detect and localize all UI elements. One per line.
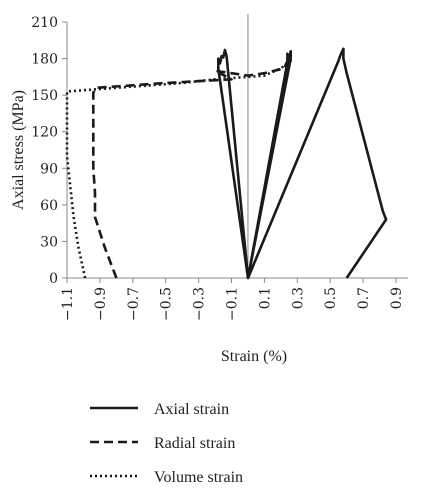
y-tick-label: 0 — [49, 271, 58, 287]
series-line-3 — [65, 58, 292, 279]
x-tick-label: 0.1 — [257, 287, 273, 309]
y-tick-label: 60 — [40, 198, 58, 214]
y-tick-label: 150 — [31, 88, 58, 104]
y-axis-title: Axial stress (MPa) — [10, 90, 27, 210]
series-line-2 — [92, 60, 289, 279]
x-tick-label: −1.1 — [60, 287, 76, 321]
y-tick-label: 30 — [40, 234, 58, 250]
y-tick-label: 210 — [31, 15, 58, 31]
x-tick-label: 0.3 — [290, 287, 306, 309]
x-axis-title: Strain (%) — [221, 348, 287, 365]
x-tick-label: −0.1 — [225, 287, 241, 321]
x-tick-label: −0.5 — [159, 287, 175, 321]
y-tick-label: 180 — [31, 52, 58, 68]
legend-label-1: Axial strain — [154, 401, 229, 418]
legend: Axial strain Radial strain Volume strain — [90, 401, 243, 486]
x-tick-label: 0.5 — [323, 287, 339, 309]
y-tick-label: 120 — [31, 125, 58, 141]
x-tick-label: −0.3 — [192, 287, 208, 321]
series-line-1 — [217, 47, 388, 280]
x-tick-label: 0.9 — [389, 287, 405, 309]
x-tick-label: −0.9 — [93, 287, 109, 321]
plot-area — [65, 47, 388, 280]
x-tick-label: −0.7 — [126, 287, 142, 321]
legend-label-3: Volume strain — [154, 469, 243, 486]
x-tick-label: 0.7 — [356, 287, 372, 309]
legend-label-2: Radial strain — [154, 435, 235, 452]
axes: 0 30 60 90 120 150 180 210 −1.1 −0.9 −0.7 −0.5 −0.3 −… — [31, 14, 408, 321]
y-tick-label: 90 — [40, 161, 58, 177]
